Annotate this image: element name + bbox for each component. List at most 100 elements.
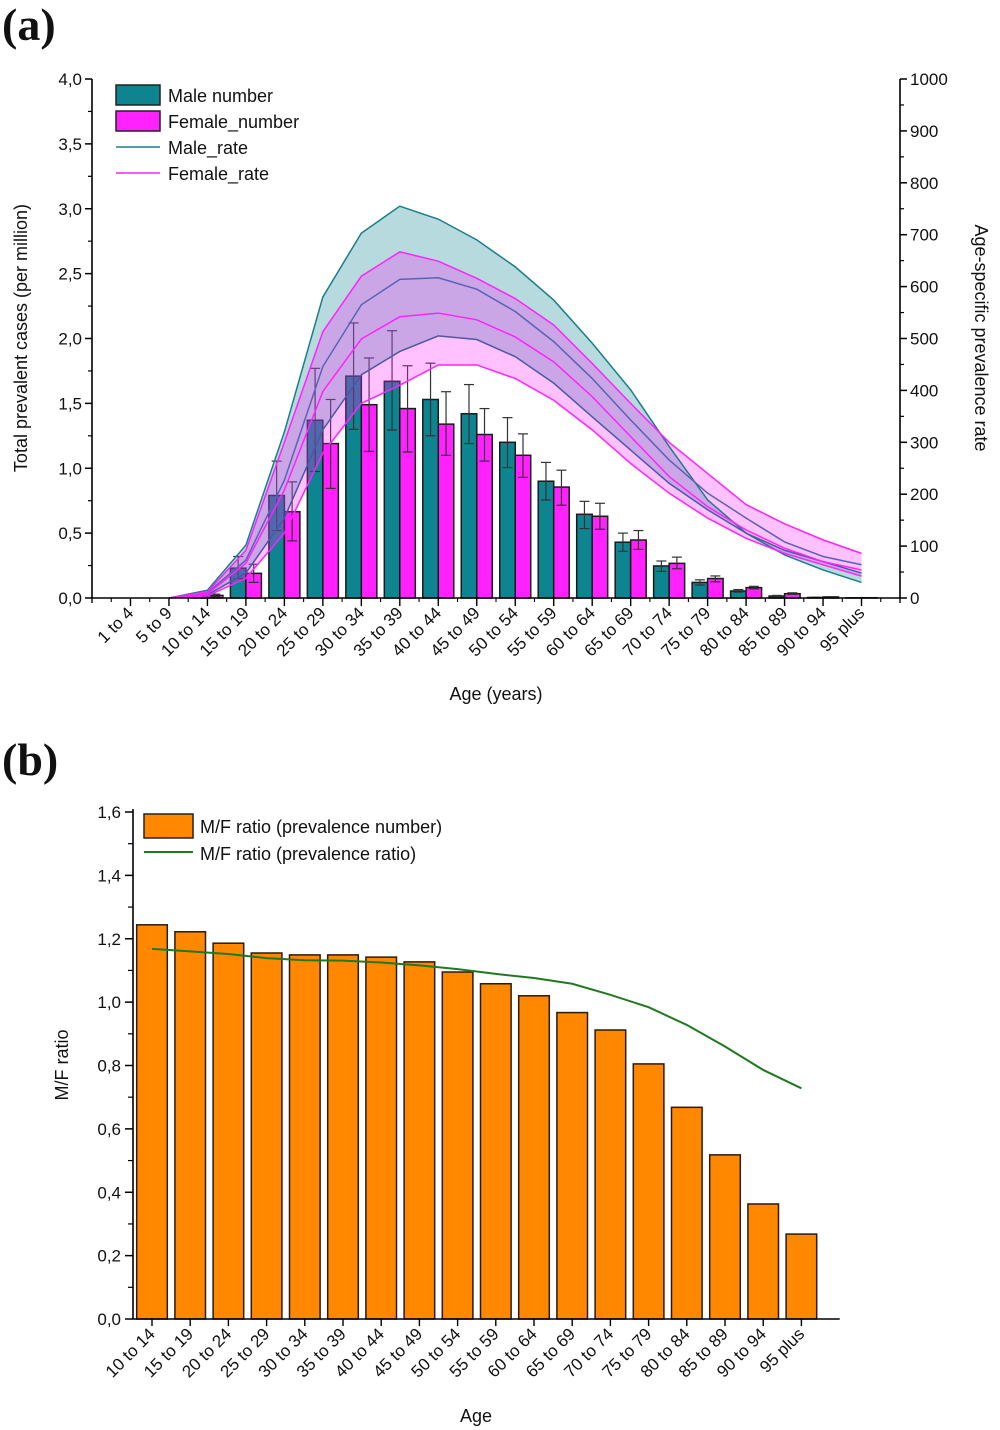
x-tick-label: 1 to 4 — [94, 603, 138, 647]
chart-a: 0,0 0,5 1,0 1,5 2,0 2,5 3,0 3,5 4,0 0 100 200 300 400… — [58, 70, 947, 660]
y-tick-label: 1,0 — [97, 993, 121, 1012]
male-rate-line-mid — [168, 277, 862, 599]
y2-tick-label: 800 — [910, 174, 938, 193]
bar-mf-number — [670, 1106, 703, 1320]
chart-b-ylabel: M/F ratio — [52, 1029, 72, 1100]
error-bar-male — [733, 588, 744, 593]
chart-a-legend: Male number Female_number Male_rate Fema… — [115, 84, 299, 185]
bar-mf-number — [212, 942, 245, 1320]
bar-mf-number — [174, 931, 207, 1320]
y2-tick-label: 0 — [910, 589, 919, 608]
y2-tick-label: 100 — [910, 537, 938, 556]
error-bar-male — [656, 560, 667, 573]
y2-tick-label: 200 — [910, 485, 938, 504]
panel-label-a: (a) — [2, 0, 56, 50]
y-tick-label: 0,6 — [97, 1120, 121, 1139]
y-tick-label: 3,5 — [58, 135, 82, 154]
y-tick-label: 3,0 — [58, 200, 82, 219]
error-bar-male — [617, 532, 628, 552]
panel-label-b: (b) — [2, 734, 58, 785]
y-tick-label: 4,0 — [58, 70, 82, 89]
legend-label-male-number: Male number — [168, 86, 273, 106]
bar-mf-number — [594, 1029, 627, 1320]
error-bar-male — [694, 579, 705, 586]
error-bar-female — [633, 529, 644, 550]
bar-mf-number — [785, 1233, 818, 1320]
legend-label-female-rate: Female_rate — [168, 164, 269, 185]
legend-label-female-number: Female_number — [168, 112, 299, 133]
legend-label-mf-ratio: M/F ratio (prevalence ratio) — [200, 844, 416, 864]
y2-tick-label: 700 — [910, 226, 938, 245]
error-bar-female — [517, 433, 528, 478]
bar-mf-number — [747, 1203, 780, 1320]
bar-mf-number — [326, 954, 360, 1320]
error-bar-female — [556, 469, 567, 506]
error-bar-female — [402, 365, 413, 453]
bar-mf-number — [517, 995, 551, 1320]
y-tick-label: 1,0 — [58, 459, 82, 478]
error-bar-female — [825, 596, 836, 598]
male-rate-line-lower — [168, 335, 862, 599]
bar-mf-number — [365, 956, 398, 1320]
error-bar-female — [787, 592, 798, 595]
error-bar-female — [671, 556, 682, 570]
y-tick-label: 1,4 — [97, 866, 121, 885]
error-bar-female — [364, 357, 375, 452]
bar-mf-number — [288, 954, 321, 1320]
chart-a-y2label: Age-specific prevalence rate — [971, 224, 991, 451]
error-bar-male — [310, 367, 321, 473]
y-tick-label: 0,0 — [58, 589, 82, 608]
bar-mf-number — [250, 952, 283, 1320]
error-bar-female — [479, 407, 490, 462]
bar-mf-number — [479, 982, 512, 1320]
female-rate-line-upper — [168, 251, 862, 599]
bar-mf-number — [441, 971, 474, 1320]
y-tick-label: 2,5 — [58, 265, 82, 284]
bar-mf-number — [556, 1011, 589, 1320]
bar-mf-number — [632, 1063, 665, 1320]
error-bar-male — [771, 594, 782, 598]
error-bar-male — [425, 362, 436, 437]
legend-swatch-mf-number — [143, 813, 194, 839]
y2-tick-label: 300 — [910, 433, 938, 452]
error-bar-male — [387, 330, 398, 431]
chart-a-xlabel: Age (years) — [449, 684, 542, 704]
y-tick-label: 0,0 — [97, 1310, 121, 1329]
y-tick-label: 0,2 — [97, 1247, 121, 1266]
chart-b-legend: M/F ratio (prevalence number) M/F ratio … — [143, 813, 442, 864]
bar-mf-number — [403, 961, 436, 1320]
y-tick-label: 0,4 — [97, 1183, 121, 1202]
y-tick-label: 0,8 — [97, 1057, 121, 1076]
error-bar-male — [464, 383, 475, 445]
y-tick-label: 0,5 — [58, 524, 82, 543]
error-bar-female — [748, 585, 759, 590]
legend-label-mf-number: M/F ratio (prevalence number) — [200, 817, 442, 837]
error-bar-male — [579, 500, 590, 530]
error-bar-female — [594, 502, 605, 530]
legend-swatch-female-number — [115, 110, 161, 132]
y2-tick-label: 900 — [910, 122, 938, 141]
female-rate-line-mid — [168, 312, 862, 599]
y2-tick-label: 500 — [910, 330, 938, 349]
error-bar-male — [502, 417, 513, 469]
chart-b-xlabel: Age — [460, 1406, 492, 1426]
y-tick-label: 1,5 — [58, 394, 82, 413]
y2-tick-label: 600 — [910, 278, 938, 297]
line-mf-ratio — [151, 947, 802, 1090]
y-tick-label: 2,0 — [58, 330, 82, 349]
error-bar-female — [287, 481, 298, 542]
chart-a-ylabel: Total prevalent cases (per million) — [11, 204, 31, 472]
y-tick-label: 1,6 — [97, 803, 121, 822]
legend-swatch-male-number — [115, 84, 161, 106]
error-bar-female — [441, 391, 452, 456]
bar-mf-number — [135, 924, 169, 1320]
y2-tick-label: 1000 — [910, 70, 948, 89]
error-bar-female — [710, 575, 721, 583]
error-bar-male — [540, 461, 551, 501]
bar-mf-number — [708, 1154, 742, 1320]
y-tick-label: 1,2 — [97, 930, 121, 949]
female-rate-band — [168, 251, 862, 598]
y2-tick-label: 400 — [910, 381, 938, 400]
